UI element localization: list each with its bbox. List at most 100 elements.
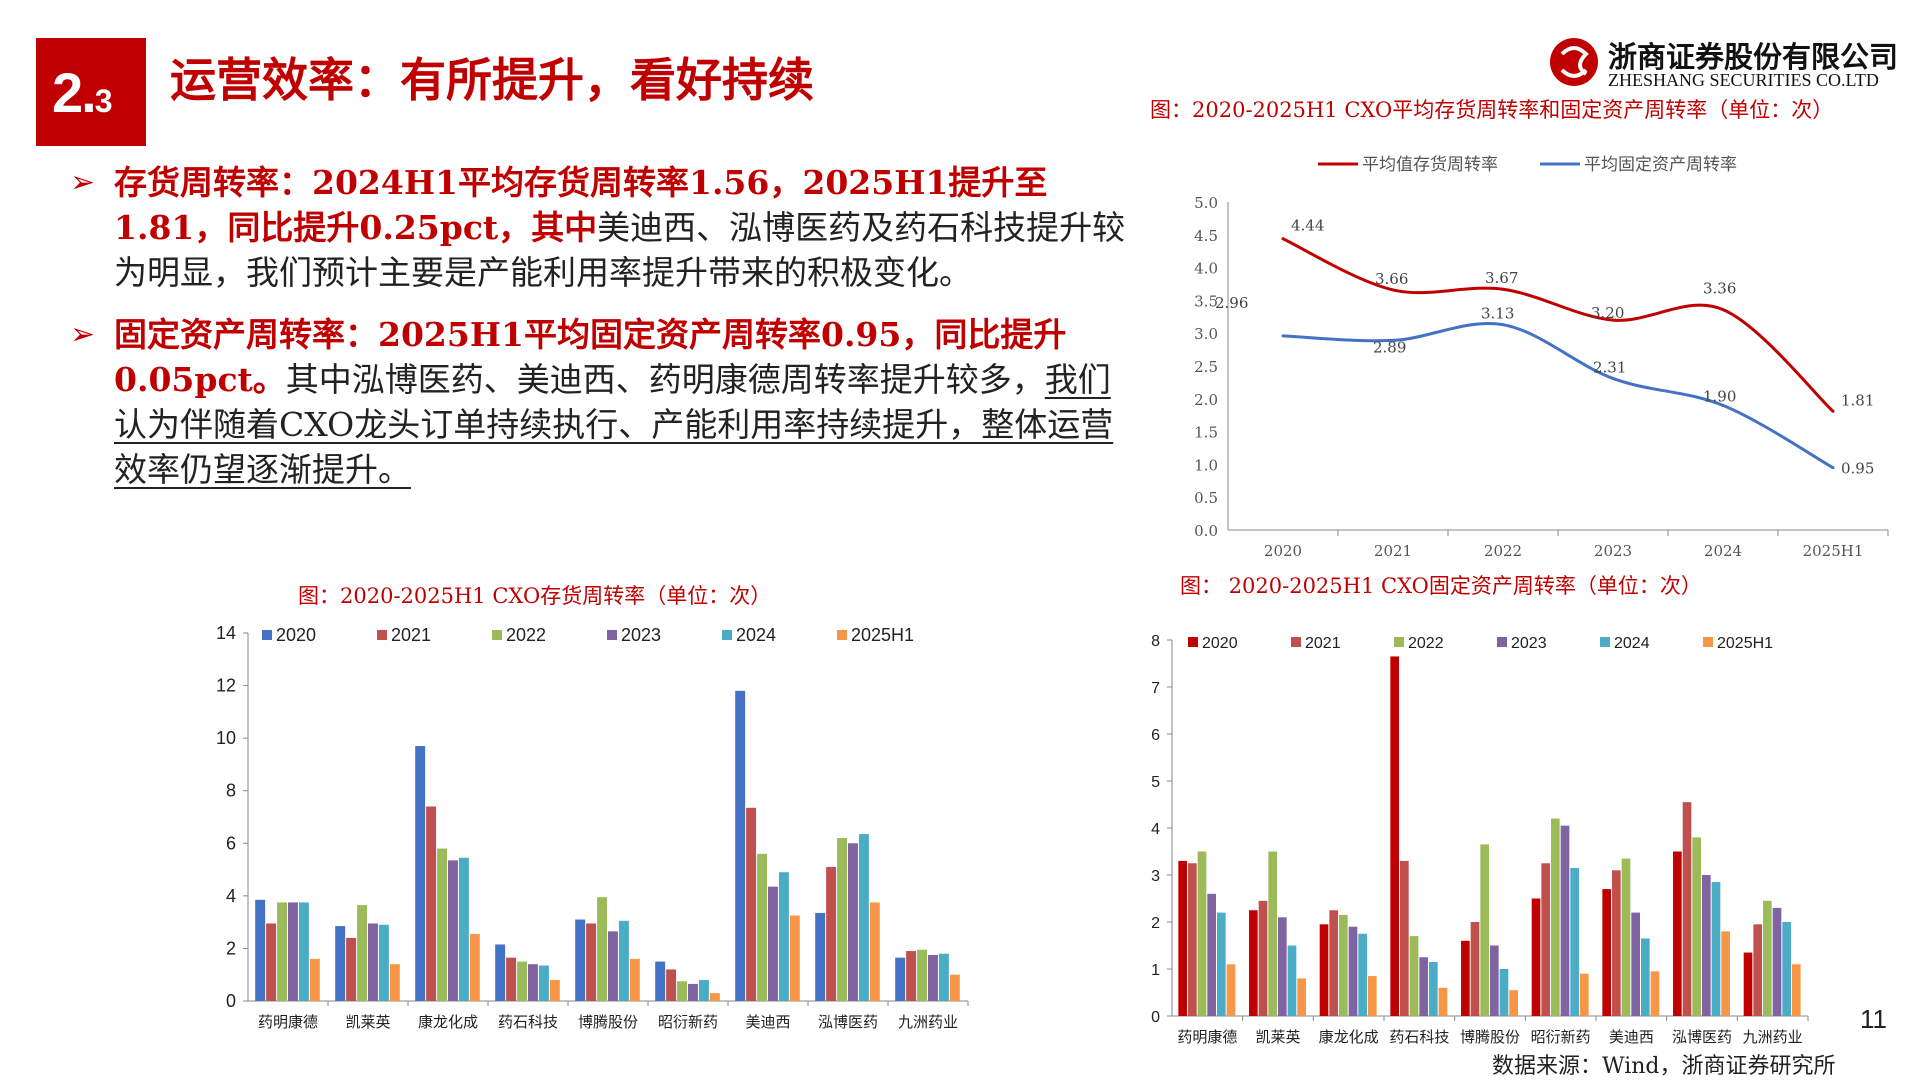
y-tick-label: 4 (1151, 821, 1160, 838)
x-tick-label: 博腾股份 (578, 1013, 638, 1031)
arrow-bullet-icon: ➢ (70, 317, 96, 352)
bar (1329, 910, 1339, 1016)
legend-label: 2022 (1408, 635, 1444, 652)
data-point (1831, 409, 1835, 413)
bar (666, 969, 677, 1001)
legend-label: 2022 (506, 625, 546, 645)
bar (437, 848, 447, 1001)
fixed-asset-bar-chart: 2020 2021 2022 2023 2024 2025H1 0 1 2 3 4 5 6 7 8 药明康德凯… (1151, 633, 1809, 1046)
legend-label: 2023 (621, 625, 661, 645)
x-tick-label: 凯莱英 (345, 1013, 390, 1031)
logo-icon (1550, 38, 1598, 86)
data-label: 3.66 (1375, 270, 1408, 288)
x-tick-label: 药石科技 (1389, 1028, 1449, 1046)
legend-label: 2024 (736, 625, 776, 645)
x-tick-label: 2021 (1374, 542, 1412, 560)
bar (655, 961, 666, 1001)
legend-swatch (377, 630, 387, 640)
y-tick-label: 10 (216, 728, 236, 748)
legend-label: 2021 (1305, 635, 1341, 652)
x-tick-label: 药石科技 (498, 1013, 558, 1031)
bar (1631, 912, 1640, 1016)
bar (698, 979, 709, 1001)
bar (1419, 957, 1428, 1016)
bar (378, 924, 389, 1001)
bar (586, 923, 597, 1001)
arrow-bullet-icon: ➢ (70, 165, 96, 200)
bar (1470, 922, 1480, 1016)
bar (895, 957, 906, 1001)
bar (458, 857, 469, 1001)
legend-swatch (1394, 637, 1404, 647)
x-tick-label: 2024 (1704, 542, 1742, 560)
bar (335, 926, 346, 1001)
bar (575, 919, 586, 1001)
data-point (1501, 323, 1505, 327)
bar (495, 944, 506, 1001)
y-tick-label: 8 (226, 781, 236, 801)
bar (1490, 945, 1499, 1016)
x-tick-label: 美迪西 (745, 1013, 790, 1031)
bar (1621, 858, 1631, 1016)
bar (298, 902, 309, 1001)
bar (1287, 945, 1297, 1016)
bar (426, 806, 437, 1001)
bar (1711, 882, 1721, 1016)
bar (1348, 926, 1358, 1016)
bar (1702, 875, 1711, 1016)
page-title: 运营效率：有所提升，看好持续 (170, 53, 814, 107)
bar (1772, 907, 1782, 1016)
bar (506, 957, 517, 1001)
bar (1268, 851, 1277, 1016)
legend-swatch (722, 630, 732, 640)
data-point (1391, 288, 1395, 292)
bar (1367, 976, 1377, 1016)
bar (1673, 851, 1682, 1016)
y-tick-label: 1.0 (1194, 456, 1218, 474)
data-point (1611, 318, 1615, 322)
bar (778, 872, 789, 1001)
bar (1560, 825, 1570, 1016)
y-tick-label: 2 (1151, 915, 1160, 932)
bar (1207, 893, 1216, 1016)
bar (928, 955, 938, 1001)
inventory-chart-caption: 图：2020-2025H1 CXO存货周转率（单位：次） (298, 584, 772, 608)
bar (837, 838, 847, 1001)
section-number-box: 2.3 (36, 38, 146, 146)
bar (906, 951, 917, 1001)
bar (538, 965, 549, 1001)
bar (789, 915, 800, 1001)
bar (288, 902, 298, 1001)
bar (1258, 900, 1268, 1016)
bar (677, 981, 687, 1001)
y-tick-label: 4.5 (1194, 227, 1218, 245)
data-label: 3.13 (1481, 305, 1514, 323)
bar (1339, 914, 1348, 1016)
bar (858, 834, 869, 1001)
y-tick-label: 2.5 (1194, 358, 1218, 376)
x-tick-label: 泓博医药 (1672, 1028, 1732, 1046)
bar (826, 866, 837, 1001)
bar (1178, 860, 1188, 1016)
bar (1390, 656, 1400, 1016)
x-tick-label: 九洲药业 (1743, 1028, 1803, 1046)
bar (1428, 961, 1438, 1016)
bullet-fixed-assets: ➢ 固定资产周转率：2025H1平均固定资产周转率0.95，同比提升0.05pc… (70, 312, 1140, 492)
legend-label: 平均固定资产周转率 (1584, 155, 1737, 175)
legend-swatch (262, 630, 272, 640)
bar (597, 897, 607, 1001)
x-tick-label: 2025H1 (1803, 542, 1864, 560)
bar (448, 860, 458, 1001)
y-tick-label: 6 (226, 833, 236, 853)
data-label: 1.81 (1841, 391, 1874, 409)
data-label: 2.96 (1215, 294, 1248, 312)
bar (1692, 837, 1701, 1016)
bar (1612, 870, 1621, 1016)
legend-label: 2023 (1511, 635, 1547, 652)
bar (528, 964, 538, 1001)
bar (1602, 889, 1612, 1016)
data-point (1831, 466, 1835, 470)
data-point (1281, 237, 1285, 241)
data-label: 4.44 (1291, 217, 1324, 235)
bar (517, 961, 527, 1001)
